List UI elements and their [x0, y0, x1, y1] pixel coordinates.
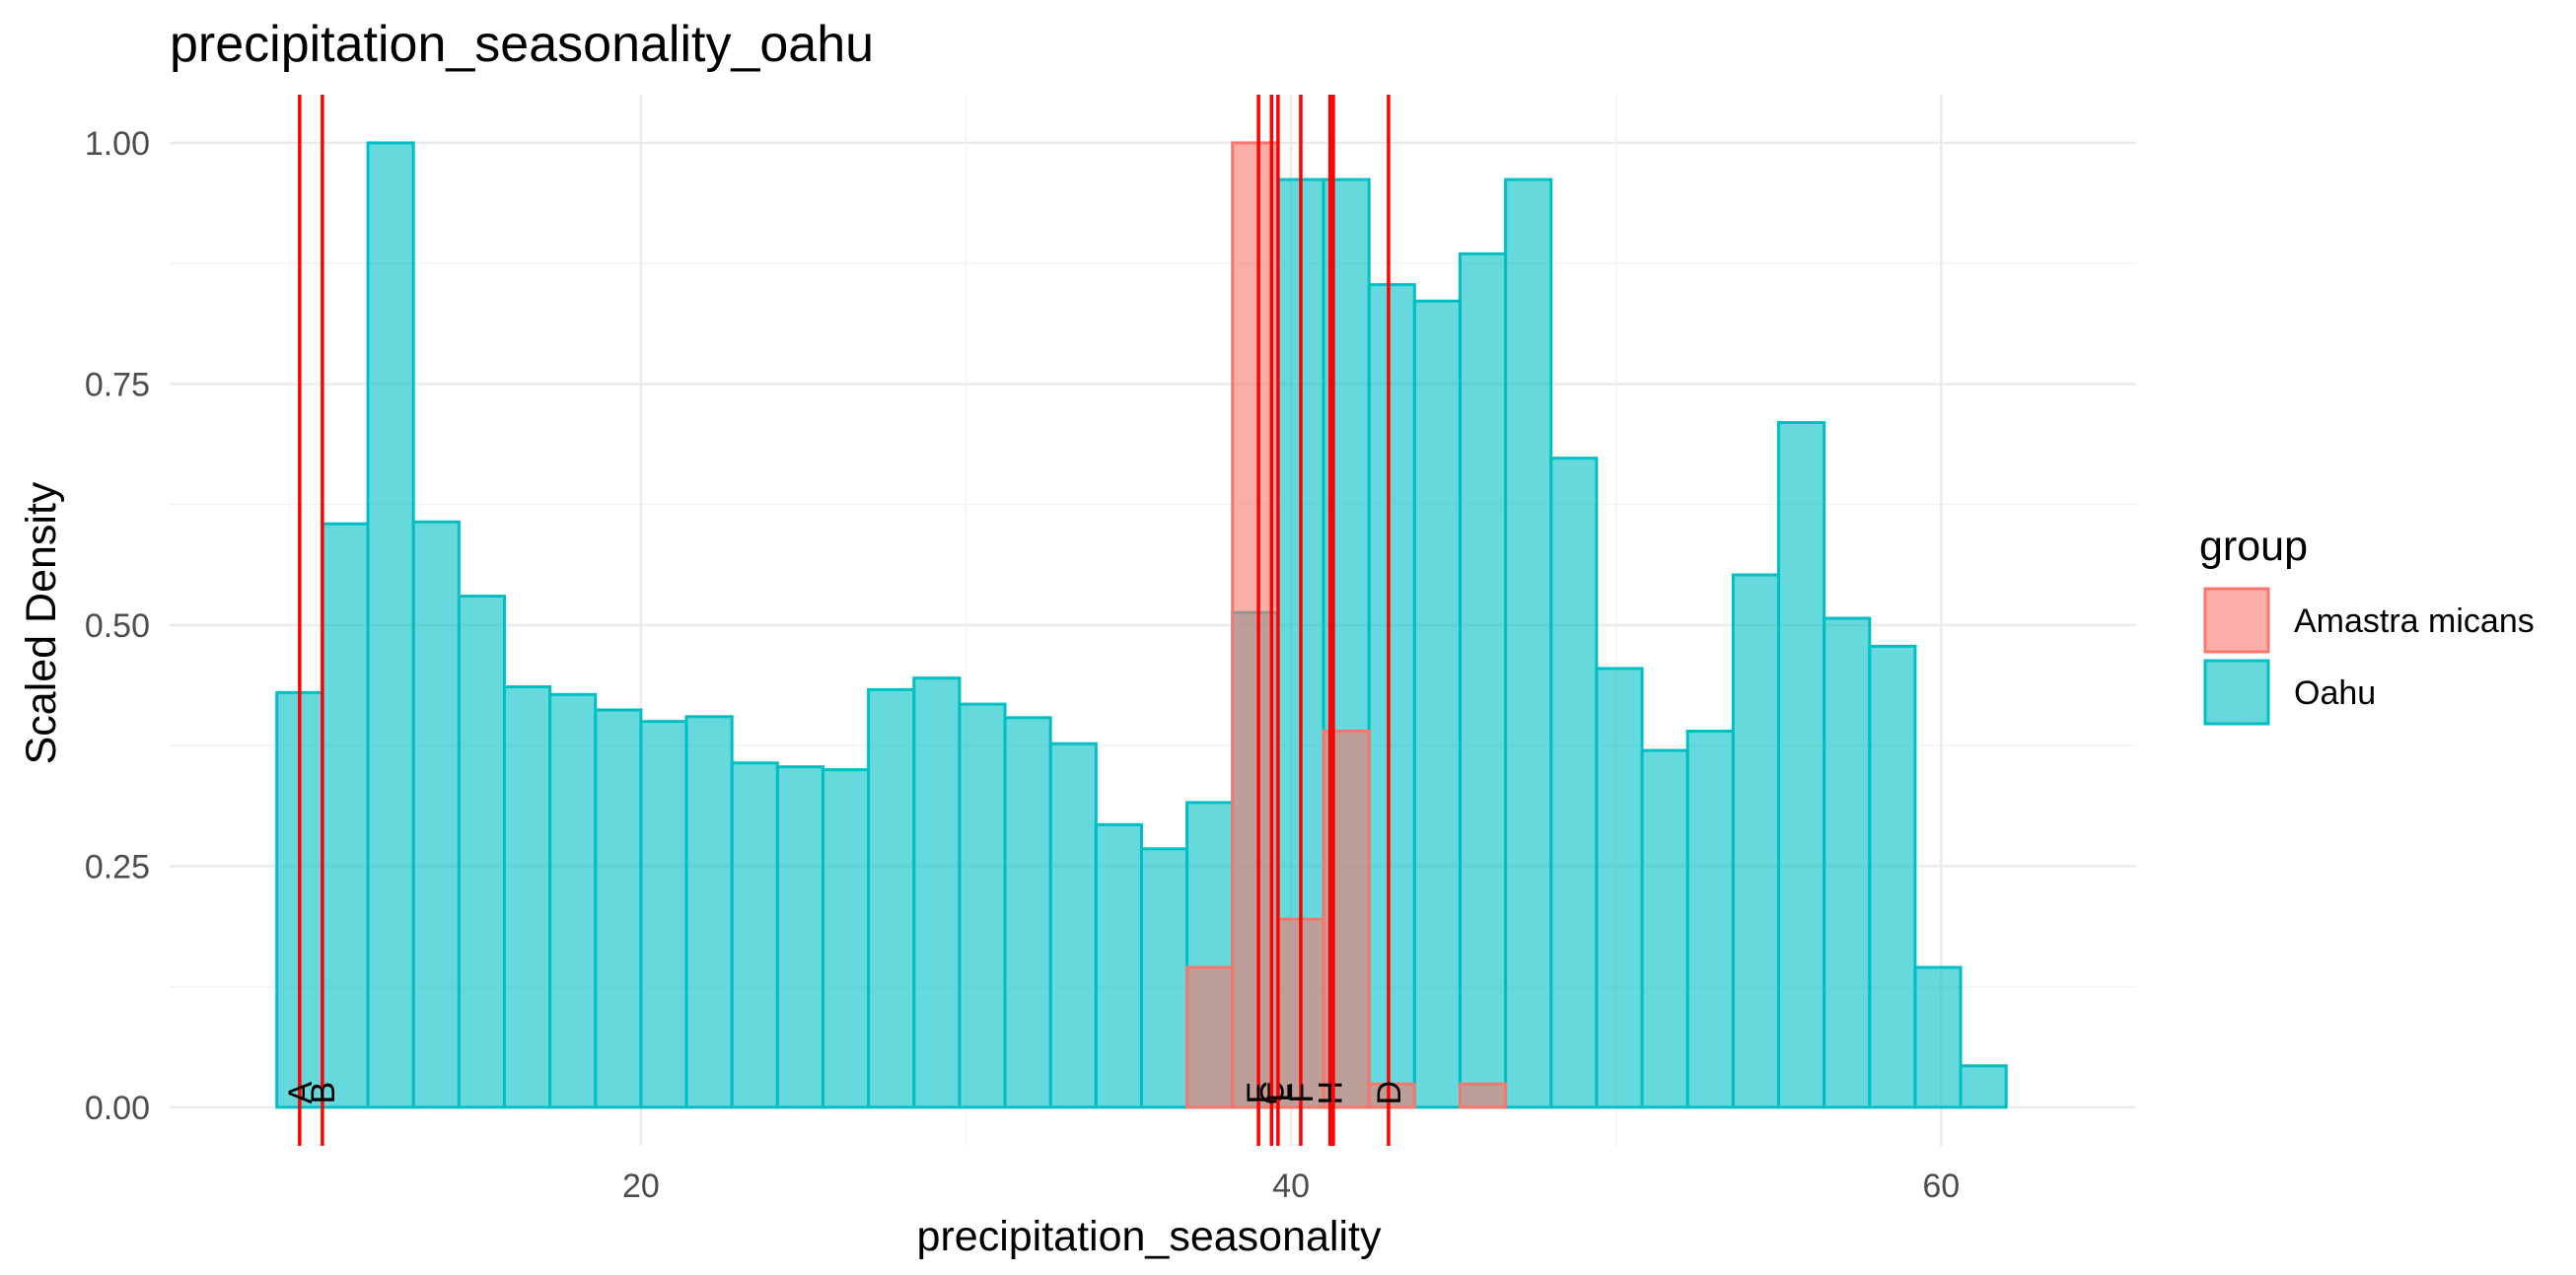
- oahu-bar: [1003, 716, 1052, 1109]
- oahu-bar: [1959, 1064, 2008, 1109]
- x-tick-label: 40: [1272, 1168, 1310, 1205]
- oahu-bar: [548, 692, 598, 1109]
- amastra-micans-bar: [1185, 965, 1235, 1109]
- oahu-bar: [775, 765, 824, 1109]
- legend: group Amastra micans Oahu: [2199, 523, 2535, 726]
- y-tick-label: 0.75: [85, 366, 150, 403]
- legend-swatch-oahu: [2203, 659, 2270, 726]
- oahu-bar: [1823, 616, 1872, 1109]
- oahu-bar: [684, 715, 734, 1109]
- oahu-bar: [411, 520, 461, 1109]
- oahu-bar: [366, 141, 415, 1109]
- x-axis-title: precipitation_seasonality: [917, 1213, 1382, 1260]
- oahu-bar: [457, 595, 506, 1109]
- reference-line-label: A: [282, 1082, 320, 1104]
- oahu-bar: [1640, 748, 1689, 1109]
- legend-label-oahu: Oahu: [2294, 674, 2376, 712]
- reference-line-label: D: [1371, 1081, 1408, 1105]
- oahu-bar: [1913, 965, 1963, 1109]
- x-tick-label: 60: [1922, 1168, 1960, 1205]
- reference-line-label: C: [1253, 1081, 1291, 1105]
- oahu-bar: [1048, 742, 1098, 1109]
- oahu-bar: [912, 676, 962, 1109]
- reference-line-label: E: [1241, 1082, 1278, 1104]
- legend-label-amastra-micans: Amastra micans: [2294, 602, 2535, 640]
- amastra-micans-bar: [1367, 1082, 1416, 1109]
- oahu-bar: [1094, 822, 1143, 1109]
- reference-line-label: F: [1283, 1083, 1321, 1103]
- oahu-bar: [1776, 421, 1826, 1109]
- oahu-bar: [502, 684, 552, 1109]
- oahu-bar: [1595, 667, 1644, 1109]
- x-tick-label: 20: [622, 1168, 660, 1205]
- reference-line-label: B: [305, 1082, 342, 1104]
- oahu-bar: [1412, 299, 1462, 1109]
- oahu-bar: [1685, 729, 1735, 1109]
- y-tick-label: 0.25: [85, 848, 150, 885]
- oahu-bar: [1731, 573, 1780, 1109]
- reference-line-label: L: [1260, 1084, 1298, 1102]
- y-axis-title: Scaled Density: [18, 481, 65, 764]
- x-tick-labels: 20 40 60: [622, 1168, 1960, 1205]
- y-tick-label: 1.00: [85, 125, 150, 163]
- legend-title: group: [2199, 523, 2308, 570]
- oahu-bar: [730, 761, 779, 1109]
- y-tick-labels: 0.00 0.25 0.50 0.75 1.00: [85, 125, 150, 1127]
- legend-swatch-amastra-micans: [2203, 587, 2270, 654]
- oahu-bar: [1139, 847, 1189, 1109]
- oahu-bar: [1504, 177, 1553, 1109]
- oahu-bar: [867, 687, 916, 1109]
- oahu-bar: [1868, 644, 1917, 1109]
- oahu-bar: [1367, 283, 1416, 1109]
- y-tick-label: 0.50: [85, 607, 150, 645]
- oahu-bar: [1549, 457, 1599, 1109]
- oahu-bar: [958, 702, 1007, 1109]
- oahu-bar: [321, 522, 370, 1109]
- oahu-bar: [639, 720, 688, 1109]
- oahu-bar: [1458, 251, 1508, 1109]
- amastra-micans-bar: [1458, 1082, 1508, 1109]
- oahu-bar: [821, 768, 871, 1109]
- chart-title: precipitation_seasonality_oahu: [170, 16, 874, 73]
- y-tick-label: 0.00: [85, 1090, 150, 1127]
- reference-line-label: H: [1313, 1081, 1350, 1105]
- oahu-bar: [594, 708, 643, 1109]
